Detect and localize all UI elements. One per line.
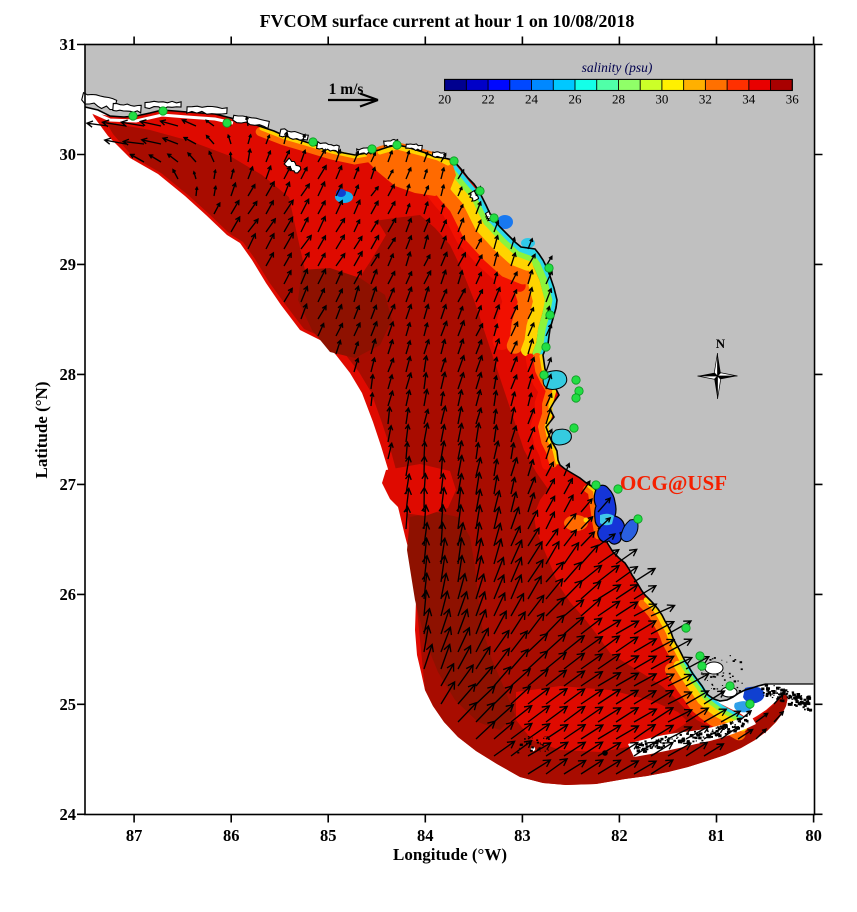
svg-text:32: 32 [699, 92, 712, 107]
svg-text:26: 26 [569, 92, 583, 107]
svg-text:20: 20 [438, 92, 451, 107]
svg-text:30: 30 [655, 92, 668, 107]
svg-text:26: 26 [60, 585, 77, 604]
svg-text:86: 86 [223, 826, 240, 845]
svg-text:25: 25 [60, 695, 77, 714]
svg-text:80: 80 [805, 826, 822, 845]
svg-text:OCG@USF: OCG@USF [620, 471, 727, 495]
svg-text:28: 28 [612, 92, 625, 107]
svg-text:N: N [716, 336, 726, 351]
svg-text:1 m/s: 1 m/s [329, 81, 364, 98]
svg-text:81: 81 [708, 826, 725, 845]
svg-text:34: 34 [742, 92, 756, 107]
svg-text:Latitude (°N): Latitude (°N) [32, 382, 51, 479]
svg-text:82: 82 [611, 826, 628, 845]
svg-text:salinity (psu): salinity (psu) [582, 60, 653, 75]
svg-text:85: 85 [320, 826, 337, 845]
svg-text:84: 84 [417, 826, 434, 845]
svg-text:28: 28 [60, 365, 77, 384]
svg-text:24: 24 [60, 805, 77, 824]
svg-text:27: 27 [60, 475, 77, 494]
svg-text:87: 87 [126, 826, 143, 845]
svg-text:83: 83 [514, 826, 531, 845]
svg-text:29: 29 [60, 255, 77, 274]
svg-text:Longitude (°W): Longitude (°W) [393, 845, 507, 864]
svg-text:30: 30 [60, 145, 77, 164]
svg-text:22: 22 [482, 92, 495, 107]
svg-text:24: 24 [525, 92, 539, 107]
svg-text:31: 31 [60, 35, 77, 54]
svg-text:FVCOM surface current at hour: FVCOM surface current at hour 1 on 10/08… [260, 11, 635, 31]
svg-text:36: 36 [786, 92, 800, 107]
